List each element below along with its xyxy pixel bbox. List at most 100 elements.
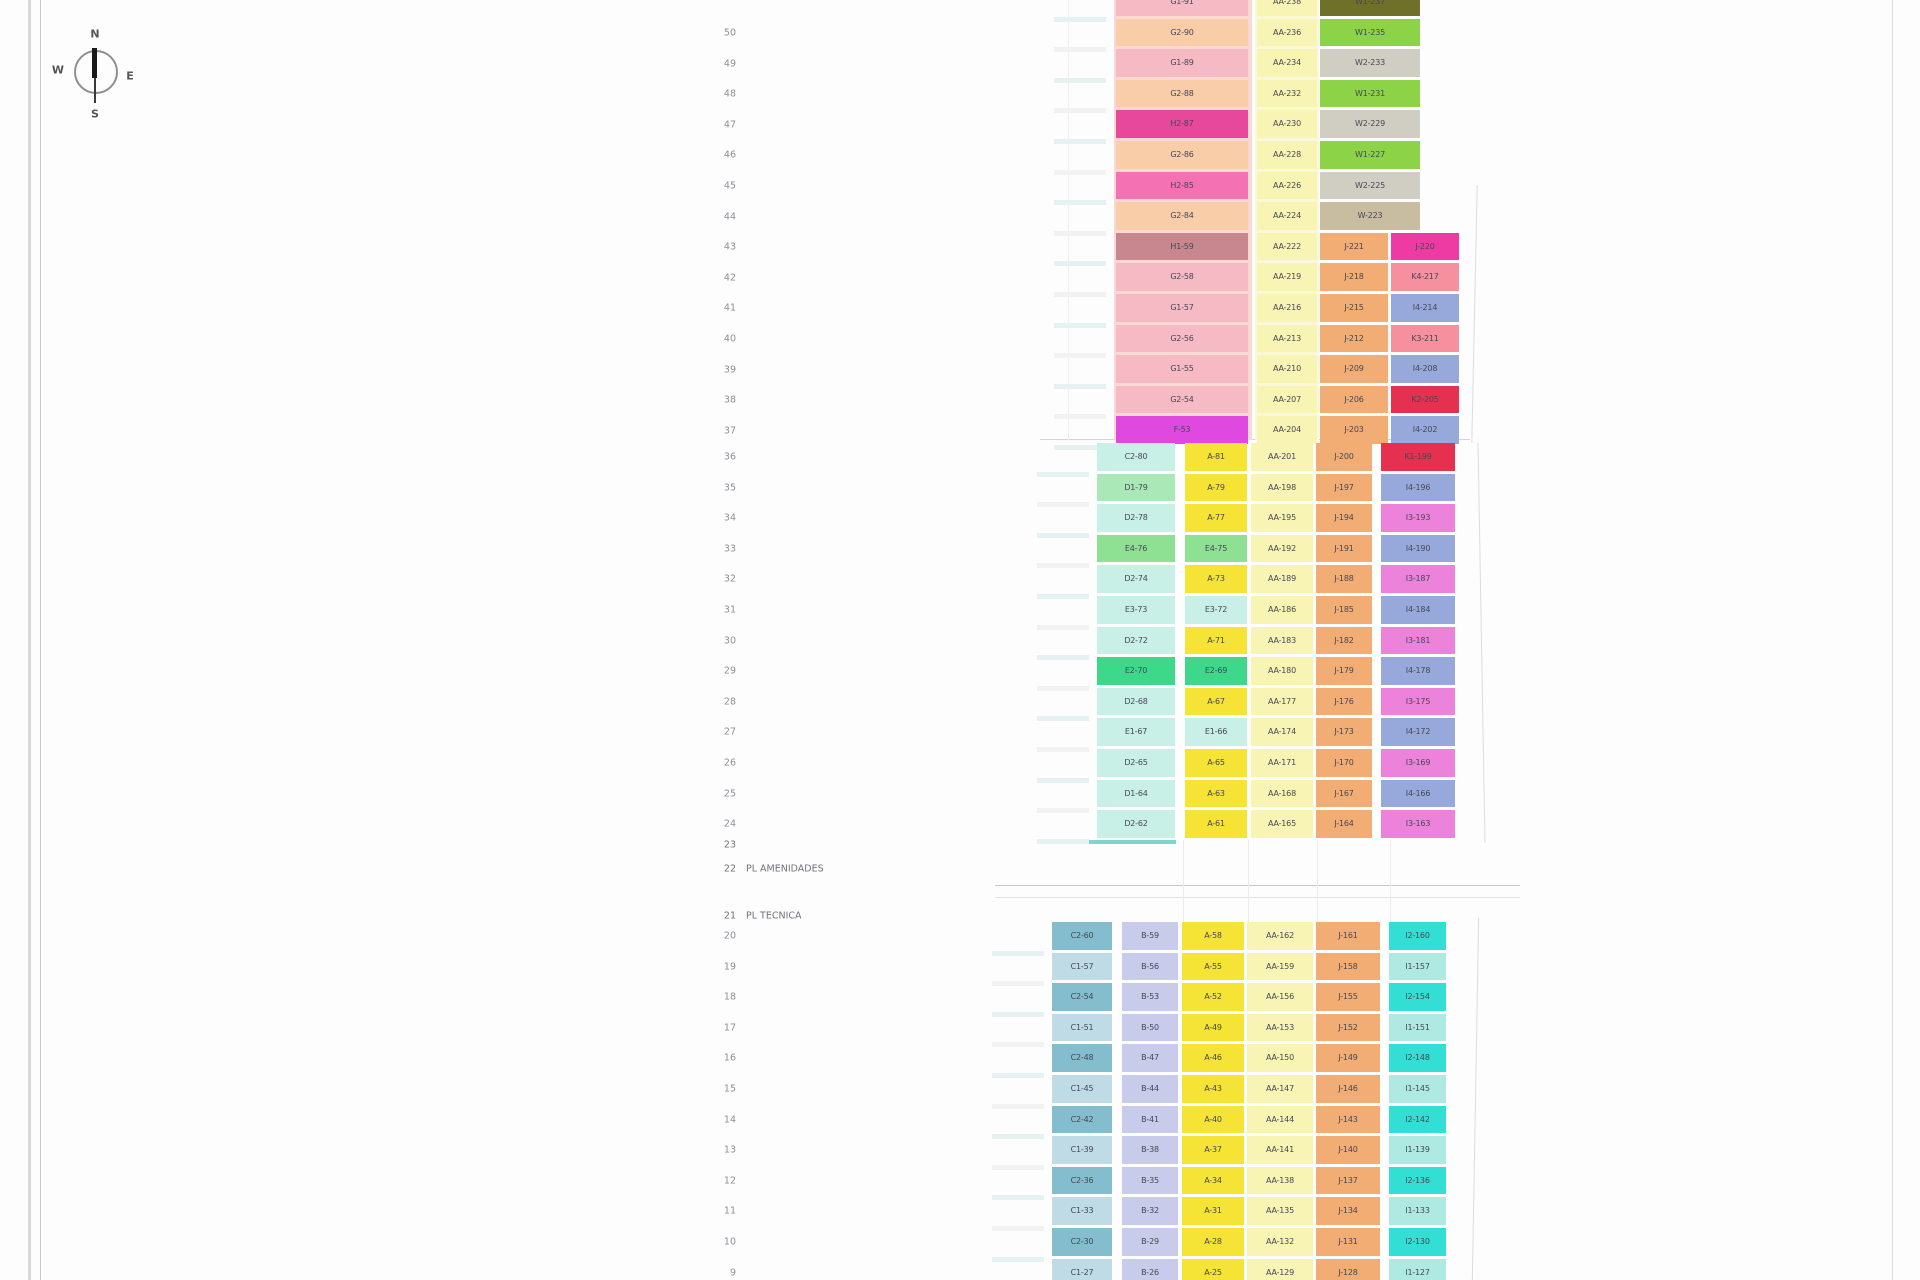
slab-step (1054, 230, 1106, 236)
unit-cell: AA-226 (1257, 171, 1317, 200)
unit-cell: C2-54 (1052, 983, 1112, 1011)
unit-cell: D2-72 (1097, 626, 1175, 655)
unit-cell: J-215 (1320, 294, 1388, 322)
floor-number: 50 (723, 27, 736, 39)
compass-west-label: W (51, 63, 65, 77)
unit-cell: H1-59 (1116, 232, 1248, 261)
slab-step (1054, 138, 1106, 144)
unit-cell: W1-231 (1320, 79, 1420, 108)
slab-step (992, 950, 1044, 956)
unit-cell: E1-66 (1185, 718, 1247, 746)
unit-cell: I4-178 (1381, 657, 1455, 685)
page-frame-left (28, 0, 31, 1280)
unit-cell: AA-138 (1247, 1166, 1313, 1195)
unit-cell: D2-65 (1097, 749, 1175, 777)
unit-cell: J-182 (1316, 626, 1372, 655)
unit-cell: G2-86 (1116, 141, 1248, 169)
page-frame-right (1892, 0, 1893, 1280)
unit-cell: J-188 (1316, 565, 1372, 593)
compass-east-label: E (126, 69, 134, 83)
compass-south-label: S (91, 107, 99, 121)
unit-cell: I3-163 (1381, 810, 1455, 838)
unit-cell: I2-148 (1389, 1044, 1446, 1072)
slab-step (1037, 746, 1089, 752)
level-name: PL TECNICA (746, 910, 802, 922)
slab-step (1037, 808, 1089, 814)
unit-cell: AA-168 (1251, 779, 1313, 808)
slab-step (1054, 291, 1106, 297)
unit-cell: J-140 (1316, 1136, 1380, 1164)
floor-number: 26 (723, 757, 736, 769)
unit-cell: J-173 (1316, 718, 1372, 746)
slab-step (992, 1164, 1044, 1170)
unit-cell: I3-193 (1381, 504, 1455, 532)
floor-number: 15 (723, 1083, 736, 1095)
slab-line (995, 885, 1520, 886)
unit-cell: AA-222 (1257, 232, 1317, 261)
unit-cell: I3-169 (1381, 749, 1455, 777)
unit-cell: K3-211 (1391, 324, 1459, 353)
slab-step (1054, 108, 1106, 114)
unit-cell: W2-225 (1320, 171, 1420, 200)
unit-cell: W2-233 (1320, 49, 1420, 77)
floor-number: 13 (723, 1144, 736, 1156)
floor-number: 23 (723, 839, 736, 851)
unit-cell: G2-90 (1116, 18, 1248, 47)
unit-cell: B-56 (1122, 952, 1178, 981)
unit-cell: E4-76 (1097, 534, 1175, 563)
unit-cell: I3-175 (1381, 687, 1455, 716)
unit-cell: J-194 (1316, 504, 1372, 532)
unit-cell: C1-33 (1052, 1197, 1112, 1225)
unit-cell: AA-147 (1247, 1075, 1313, 1103)
unit-cell: AA-132 (1247, 1228, 1313, 1256)
column-guide (1248, 840, 1249, 922)
unit-cell: J-158 (1316, 952, 1380, 981)
unit-cell: A-67 (1185, 687, 1247, 716)
floor-number: 46 (723, 149, 736, 161)
unit-cell: AA-236 (1257, 18, 1317, 47)
slab-step (1054, 444, 1106, 450)
unit-cell: AA-165 (1251, 810, 1313, 838)
floor-number: 29 (723, 665, 736, 677)
unit-cell: A-55 (1182, 952, 1244, 981)
floor-number: 37 (723, 425, 736, 437)
unit-cell: A-79 (1185, 473, 1247, 502)
compass-rose: N S W E (48, 18, 144, 128)
unit-cell: C1-45 (1052, 1075, 1112, 1103)
unit-cell: E3-73 (1097, 596, 1175, 624)
unit-cell: G1-89 (1116, 49, 1248, 77)
unit-cell: AA-153 (1247, 1013, 1313, 1042)
unit-cell: J-134 (1316, 1197, 1380, 1225)
floor-number: 30 (723, 635, 736, 647)
unit-cell: AA-228 (1257, 141, 1317, 169)
unit-cell: K4-217 (1391, 263, 1459, 291)
floor-number: 25 (723, 788, 736, 800)
unit-cell: B-47 (1122, 1044, 1178, 1072)
unit-cell: I1-139 (1389, 1136, 1446, 1164)
unit-cell: J-152 (1316, 1013, 1380, 1042)
level-name: PL AMENIDADES (746, 863, 824, 875)
unit-cell: C2-60 (1052, 922, 1112, 950)
floor-number: 19 (723, 961, 736, 973)
slab-step (1037, 838, 1089, 844)
unit-cell: W1-227 (1320, 141, 1420, 169)
unit-cell: AA-144 (1247, 1105, 1313, 1134)
level-label-technical: 21 PL TECNICA (710, 911, 802, 922)
slab-step (1054, 16, 1106, 22)
floor-number: 18 (723, 991, 736, 1003)
unit-cell: G1-91 (1116, 0, 1248, 16)
unit-cell: I4-196 (1381, 473, 1455, 502)
unit-cell: B-53 (1122, 983, 1178, 1011)
level-label-23: 23 (710, 840, 746, 851)
unit-cell: J-221 (1320, 232, 1388, 261)
floor-number: 33 (723, 543, 736, 555)
facade-outline (1471, 185, 1478, 443)
floor-number: 24 (723, 818, 736, 830)
unit-cell: J-220 (1391, 232, 1459, 261)
unit-cell: B-50 (1122, 1013, 1178, 1042)
unit-cell: A-52 (1182, 983, 1244, 1011)
unit-cell: I3-187 (1381, 565, 1455, 593)
unit-cell: I4-202 (1391, 416, 1459, 444)
unit-cell: E3-72 (1185, 596, 1247, 624)
column-guide (1317, 840, 1318, 922)
